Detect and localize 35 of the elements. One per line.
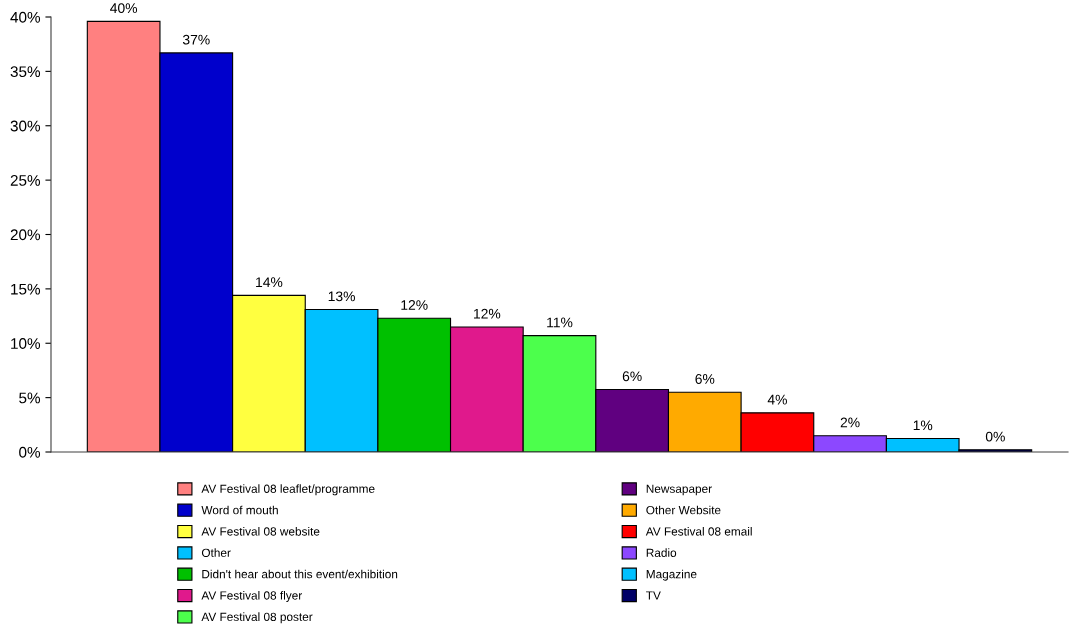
y-tick-label: 35%: [10, 66, 41, 78]
data-label: 11%: [547, 317, 573, 328]
data-label: 40%: [110, 3, 138, 14]
y-tick-label: 10%: [11, 338, 41, 349]
data-label: 13%: [328, 291, 355, 302]
legend-label: AV Festival 08 leaflet/programme: [201, 484, 375, 496]
legend-label: AV Festival 08 poster: [201, 612, 313, 624]
data-label: 37%: [182, 34, 210, 45]
data-label: 6%: [695, 374, 715, 384]
legend-label: TV: [646, 591, 661, 600]
legend-label: Magazine: [646, 569, 697, 581]
data-label: 12%: [401, 300, 428, 310]
data-label: 14%: [256, 277, 283, 288]
legend-label: AV Festival 08 email: [645, 526, 752, 536]
y-tick-label: 15%: [11, 283, 41, 295]
data-label: 2%: [840, 417, 860, 428]
data-label: 0%: [985, 431, 1005, 442]
y-tick-label: 40%: [10, 11, 41, 23]
legend-label: AV Festival 08 website: [201, 526, 320, 536]
data-label: 1%: [913, 420, 933, 431]
y-tick-label: 20%: [10, 229, 41, 241]
data-label: 12%: [474, 308, 501, 319]
legend-label: AV Festival 08 flyer: [201, 590, 302, 602]
legend-label: Other Website: [646, 505, 721, 515]
legend-label: Other: [201, 548, 231, 557]
legend-label: Didn't hear about this event/exhibition: [202, 569, 398, 579]
data-label: 6%: [622, 371, 642, 382]
data-label: 4%: [767, 394, 787, 405]
y-tick-label: 5%: [19, 392, 41, 404]
legend-label: Word of mouth: [201, 505, 278, 515]
y-tick-label: 0%: [19, 446, 41, 458]
y-tick-label: 25%: [10, 174, 41, 186]
legend-label: Radio: [646, 548, 677, 557]
legend-label: Newsapaper: [646, 484, 712, 496]
y-tick-label: 30%: [10, 120, 41, 132]
